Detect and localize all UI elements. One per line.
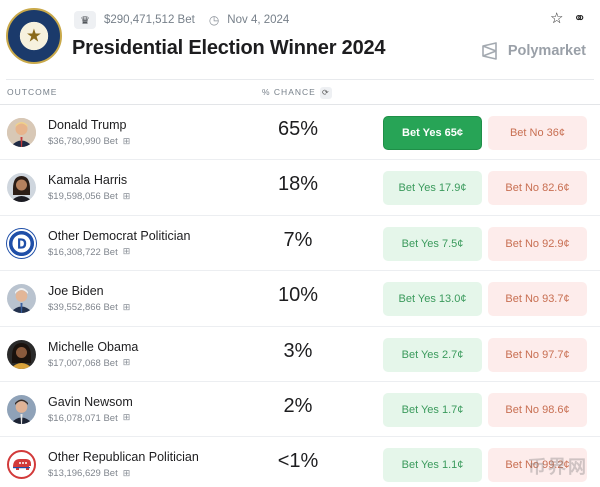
outcome-volume: $16,078,071 Bet ⊞ <box>48 413 130 424</box>
avatar <box>7 173 36 203</box>
gift-icon: ⊞ <box>122 136 131 147</box>
column-header-outcome: OUTCOME <box>7 87 58 97</box>
bet-no-button[interactable]: Bet No 98.6¢ <box>488 392 587 427</box>
gift-icon: ⊞ <box>122 247 131 258</box>
outcome-volume: $13,196,629 Bet ⊞ <box>48 468 130 479</box>
column-header-chance: % CHANCE ⟳ <box>262 87 332 99</box>
outcome-volume: $16,308,722 Bet ⊞ <box>48 247 130 258</box>
market-header: ★ ♛ $290,471,512 Bet ◷ Nov 4, 2024 ☆ ⚭ P… <box>0 0 600 80</box>
header-actions: ☆ ⚭ <box>550 9 586 27</box>
polymarket-logo-icon <box>482 42 497 60</box>
outcome-volume-value: $19,598,056 Bet <box>48 191 118 203</box>
outcome-volume: $19,598,056 Bet ⊞ <box>48 191 130 202</box>
bet-no-button[interactable]: Bet No 93.7¢ <box>488 282 587 317</box>
gift-icon: ⊞ <box>122 468 131 479</box>
avatar <box>7 339 36 369</box>
avatar <box>7 118 36 147</box>
gift-icon: ⊞ <box>122 302 131 313</box>
outcome-name: Kamala Harris <box>48 173 128 188</box>
bet-yes-button[interactable]: Bet Yes 17.9¢ <box>383 171 482 206</box>
bet-yes-button[interactable]: Bet Yes 2.7¢ <box>383 337 482 372</box>
outcome-row-other-republican[interactable]: Other Republican Politician $13,196,629 … <box>0 436 600 487</box>
clock-icon: ◷ <box>208 13 220 27</box>
bet-yes-button[interactable]: Bet Yes 13.0¢ <box>383 282 482 317</box>
person-avatar-icon <box>7 394 36 424</box>
bet-no-button[interactable]: Bet No 36¢ <box>488 116 587 150</box>
outcome-volume: $17,007,068 Bet ⊞ <box>48 358 130 369</box>
outcome-name: Gavin Newsom <box>48 394 133 409</box>
outcome-name: Other Republican Politician <box>48 450 199 465</box>
trophy-icon: ♛ <box>74 11 96 29</box>
link-icon[interactable]: ⚭ <box>573 9 586 27</box>
outcome-list: Donald Trump $36,780,990 Bet ⊞ 65% Bet Ye… <box>0 104 600 487</box>
outcome-chance: 65% <box>277 118 319 140</box>
bet-no-button[interactable]: Bet No 82.6¢ <box>488 171 587 206</box>
page-title: Presidential Election Winner 2024 <box>72 37 386 59</box>
outcome-row-harris[interactable]: Kamala Harris $19,598,056 Bet ⊞ 18% Bet Y… <box>0 159 600 214</box>
republican-logo-icon <box>7 450 36 480</box>
outcome-volume-value: $16,308,722 Bet <box>48 246 118 258</box>
bet-no-button[interactable]: Bet No 97.7¢ <box>488 337 587 372</box>
person-avatar-icon <box>7 339 36 369</box>
outcome-row-trump[interactable]: Donald Trump $36,780,990 Bet ⊞ 65% Bet Ye… <box>0 104 600 159</box>
bet-no-button[interactable]: Bet No 92.9¢ <box>488 226 587 261</box>
outcome-chance: 3% <box>283 339 313 362</box>
star-icon[interactable]: ☆ <box>549 9 564 27</box>
gift-icon: ⊞ <box>122 358 131 369</box>
gift-icon: ⊞ <box>122 191 131 202</box>
avatar <box>7 284 36 314</box>
outcome-volume-value: $16,078,071 Bet <box>48 412 118 424</box>
outcome-volume: $36,780,990 Bet ⊞ <box>48 136 130 147</box>
outcome-chance: 10% <box>277 284 319 307</box>
elephant-icon <box>13 459 31 471</box>
bet-yes-button[interactable]: Bet Yes 65¢ <box>383 116 482 150</box>
outcome-row-biden[interactable]: Joe Biden $39,552,866 Bet ⊞ 10% Bet Yes 1… <box>0 270 600 325</box>
outcome-name: Michelle Obama <box>48 339 139 354</box>
outcome-row-other-democrat[interactable]: Other Democrat Politician $16,308,722 Be… <box>0 214 600 270</box>
market-meta: ♛ $290,471,512 Bet ◷ Nov 4, 2024 <box>74 11 289 29</box>
outcome-volume-value: $36,780,990 Bet <box>48 136 118 147</box>
brand-name: Polymarket <box>507 43 586 59</box>
outcome-row-michelle-obama[interactable]: Michelle Obama $17,007,068 Bet ⊞ 3% Bet Y… <box>0 325 600 381</box>
person-avatar-icon <box>7 118 36 147</box>
gift-icon: ⊞ <box>122 413 131 424</box>
outcome-volume-value: $39,552,866 Bet <box>48 302 118 314</box>
person-avatar-icon <box>7 284 36 314</box>
outcome-volume-value: $13,196,629 Bet <box>48 468 118 480</box>
outcome-chance: <1% <box>277 450 319 473</box>
outcome-name: Donald Trump <box>48 118 127 132</box>
outcome-chance: 7% <box>283 228 313 251</box>
outcome-volume: $39,552,866 Bet ⊞ <box>48 302 130 313</box>
outcome-row-newsom[interactable]: Gavin Newsom $16,078,071 Bet ⊞ 2% Bet Yes… <box>0 380 600 436</box>
bet-no-button[interactable]: Bet No 99.2¢ <box>488 448 587 483</box>
bet-yes-button[interactable]: Bet Yes 1.7¢ <box>383 392 482 427</box>
person-avatar-icon <box>7 173 36 203</box>
brand[interactable]: Polymarket <box>480 41 586 61</box>
header-divider <box>6 79 594 80</box>
outcome-name: Other Democrat Politician <box>48 228 191 243</box>
column-header-chance-label: % CHANCE <box>262 87 316 97</box>
outcome-volume-value: $17,007,068 Bet <box>48 357 118 369</box>
bet-yes-button[interactable]: Bet Yes 7.5¢ <box>383 226 482 261</box>
market-volume: $290,471,512 Bet <box>104 14 195 26</box>
market-date: Nov 4, 2024 <box>227 14 290 26</box>
democrat-d-icon <box>9 230 34 256</box>
outcome-name: Joe Biden <box>48 284 104 299</box>
refresh-icon[interactable]: ⟳ <box>319 87 332 99</box>
outcome-chance: 18% <box>277 173 319 196</box>
bet-yes-button[interactable]: Bet Yes 1.1¢ <box>383 448 482 483</box>
avatar <box>7 394 36 424</box>
outcome-chance: 2% <box>283 394 313 417</box>
democrat-logo-icon <box>7 228 36 258</box>
presidential-seal-icon: ★ <box>6 8 62 64</box>
